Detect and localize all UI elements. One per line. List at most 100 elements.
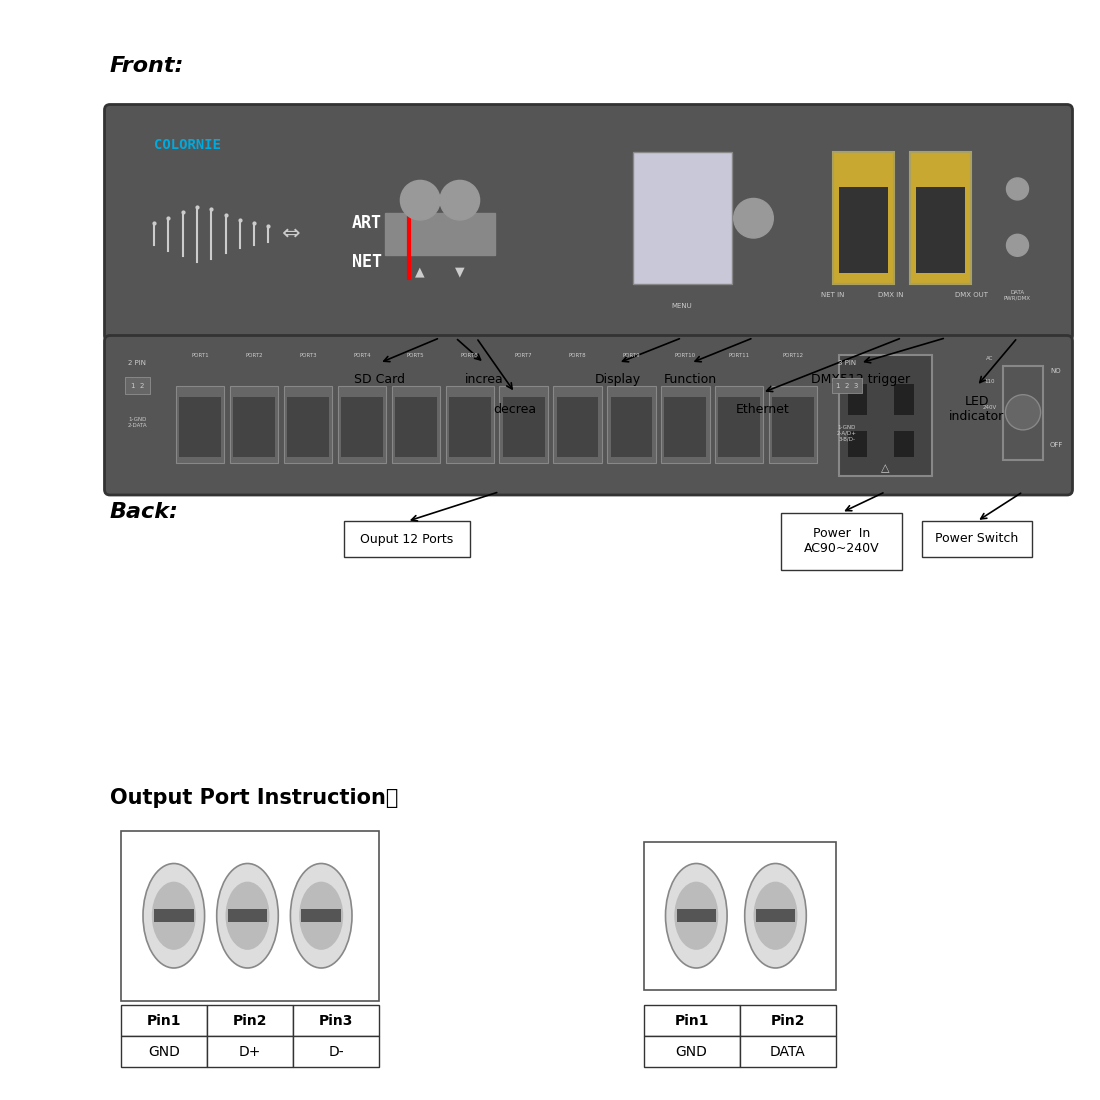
Bar xyxy=(284,386,332,463)
Text: GND: GND xyxy=(675,1045,707,1058)
Text: D+: D+ xyxy=(239,1045,262,1058)
Text: Front:: Front: xyxy=(110,56,185,76)
Circle shape xyxy=(1006,234,1028,256)
Text: PORT4: PORT4 xyxy=(353,353,371,359)
Text: DATA: DATA xyxy=(770,1045,805,1058)
Bar xyxy=(341,397,383,458)
Text: Ethernet: Ethernet xyxy=(736,403,789,416)
Bar xyxy=(301,909,341,922)
Bar xyxy=(233,397,275,458)
Text: Power  In
AC90~240V: Power In AC90~240V xyxy=(804,527,879,556)
Text: DMX OUT: DMX OUT xyxy=(955,292,988,298)
Text: 2 PIN: 2 PIN xyxy=(129,361,146,366)
Bar xyxy=(395,397,437,458)
Text: NET IN: NET IN xyxy=(821,292,845,298)
FancyBboxPatch shape xyxy=(799,363,922,396)
Text: MENU: MENU xyxy=(672,304,692,309)
Text: 240V: 240V xyxy=(983,405,997,410)
Text: ART: ART xyxy=(352,214,382,232)
Text: COLORNIE: COLORNIE xyxy=(154,138,221,152)
Ellipse shape xyxy=(143,864,205,968)
Text: DATA
PWR/DMX: DATA PWR/DMX xyxy=(1004,289,1031,300)
Text: NET: NET xyxy=(352,253,382,271)
Bar xyxy=(756,909,795,922)
FancyBboxPatch shape xyxy=(583,363,653,396)
Text: ▲: ▲ xyxy=(416,266,425,279)
Text: PORT1: PORT1 xyxy=(191,353,209,359)
FancyBboxPatch shape xyxy=(482,393,548,426)
Text: decrea: decrea xyxy=(493,403,537,416)
Bar xyxy=(769,386,817,463)
Ellipse shape xyxy=(217,864,278,968)
Text: NO: NO xyxy=(1050,367,1062,374)
Text: AC: AC xyxy=(987,356,993,361)
Text: PORT9: PORT9 xyxy=(623,353,640,359)
Text: DMX IN: DMX IN xyxy=(878,292,904,298)
Text: increa: increa xyxy=(464,373,504,386)
Bar xyxy=(676,909,716,922)
FancyBboxPatch shape xyxy=(644,842,836,990)
Bar xyxy=(644,1036,739,1067)
Bar xyxy=(915,187,966,273)
FancyBboxPatch shape xyxy=(104,104,1072,341)
Ellipse shape xyxy=(299,882,343,950)
Text: Pin1: Pin1 xyxy=(674,1014,708,1027)
Bar xyxy=(847,384,867,415)
Text: Output Port Instruction：: Output Port Instruction： xyxy=(110,788,398,807)
Bar xyxy=(739,1005,836,1036)
Text: ⇔: ⇔ xyxy=(283,224,300,244)
Text: 1  2  3: 1 2 3 xyxy=(836,383,858,388)
Text: △: △ xyxy=(881,463,889,473)
Bar xyxy=(294,1036,379,1067)
Bar xyxy=(207,1036,294,1067)
Bar xyxy=(230,386,278,463)
Ellipse shape xyxy=(754,882,798,949)
Text: PORT2: PORT2 xyxy=(245,353,263,359)
Text: Back:: Back: xyxy=(110,502,179,521)
Text: D-: D- xyxy=(329,1045,344,1058)
Bar xyxy=(607,386,656,463)
Text: PORT10: PORT10 xyxy=(674,353,696,359)
Bar xyxy=(664,397,706,458)
Bar xyxy=(121,1036,207,1067)
Ellipse shape xyxy=(666,864,727,968)
Bar xyxy=(715,386,763,463)
Text: 3 PIN: 3 PIN xyxy=(838,361,856,366)
Bar xyxy=(179,397,221,458)
FancyBboxPatch shape xyxy=(343,521,471,557)
Bar xyxy=(176,386,224,463)
Bar xyxy=(834,152,894,284)
Text: GND: GND xyxy=(148,1045,180,1058)
Text: 110: 110 xyxy=(984,378,996,384)
Text: SD Card: SD Card xyxy=(354,373,405,386)
Text: PORT12: PORT12 xyxy=(782,353,804,359)
Text: OFF: OFF xyxy=(1049,442,1063,448)
Bar xyxy=(228,909,267,922)
FancyBboxPatch shape xyxy=(781,513,902,570)
FancyBboxPatch shape xyxy=(332,363,427,396)
Bar xyxy=(499,386,548,463)
Bar xyxy=(838,354,933,475)
Bar xyxy=(154,909,194,922)
Text: PORT7: PORT7 xyxy=(515,353,532,359)
Ellipse shape xyxy=(290,864,352,968)
Circle shape xyxy=(400,180,440,220)
FancyBboxPatch shape xyxy=(121,830,380,1001)
Text: Pin2: Pin2 xyxy=(233,1014,267,1027)
Bar xyxy=(610,397,652,458)
FancyBboxPatch shape xyxy=(451,363,517,396)
Text: Pin1: Pin1 xyxy=(146,1014,182,1027)
Text: PORT5: PORT5 xyxy=(407,353,425,359)
FancyBboxPatch shape xyxy=(104,336,1072,495)
Ellipse shape xyxy=(152,882,196,950)
Bar xyxy=(338,386,386,463)
Bar xyxy=(385,213,495,255)
Ellipse shape xyxy=(674,882,718,949)
Text: LED
indicator: LED indicator xyxy=(949,395,1004,424)
Bar xyxy=(553,386,602,463)
Bar xyxy=(644,1005,739,1036)
Bar xyxy=(847,430,867,458)
Bar xyxy=(911,152,970,284)
Circle shape xyxy=(734,198,773,238)
Bar xyxy=(661,386,710,463)
